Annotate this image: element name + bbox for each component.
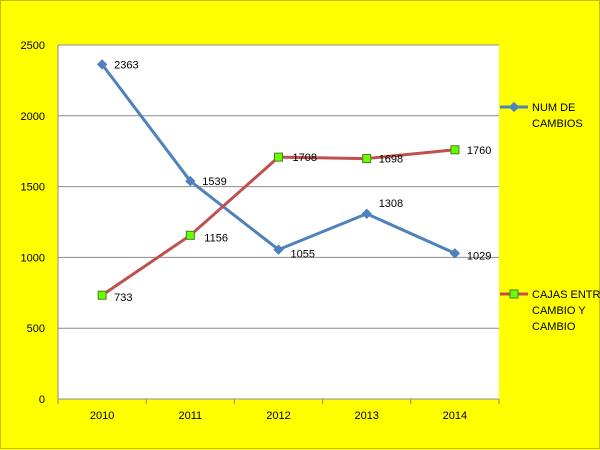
y-tick-label: 1000	[21, 252, 45, 264]
y-tick-label: 2500	[21, 40, 45, 52]
legend-label: CAMBIOS	[532, 118, 583, 130]
y-tick-label: 500	[27, 323, 45, 335]
data-point-marker	[273, 244, 284, 255]
legend-marker	[508, 101, 520, 113]
data-label: 1055	[291, 249, 315, 261]
data-label: 1539	[202, 176, 226, 188]
legend-label: CAJAS ENTRE	[532, 289, 600, 301]
data-label: 733	[114, 292, 132, 304]
legend-label: NUM DE	[532, 102, 575, 114]
plot-area	[58, 45, 499, 399]
legend-label: CAMBIO Y	[532, 305, 586, 317]
x-tick-label: 2014	[443, 410, 467, 422]
x-axis: 2010 2011 2012 2013 2014	[57, 45, 500, 422]
data-point-marker	[361, 208, 372, 219]
data-point-marker	[96, 59, 108, 70]
data-label: 2363	[114, 59, 138, 71]
x-tick-label: 2011	[178, 410, 202, 422]
data-point-marker	[185, 175, 196, 187]
data-label: 1698	[379, 154, 403, 166]
y-tick-label: 2000	[21, 111, 45, 123]
data-point-marker	[450, 145, 460, 155]
data-point-marker	[274, 152, 283, 162]
y-tick-label: 0	[39, 394, 45, 406]
gridlines	[58, 44, 499, 329]
legend: NUM DE CAMBIOS CAJAS ENTRE CAMBIO Y CAMBIO	[500, 101, 600, 333]
data-point-marker	[97, 290, 107, 300]
legend-marker	[509, 289, 519, 299]
x-tick-label: 2013	[354, 410, 378, 422]
series-layer: 2363 1539 1055 1308 1029 733 1156 1708 1698 1760	[96, 59, 491, 304]
data-point-marker	[362, 154, 372, 164]
data-label: 1029	[467, 250, 491, 262]
y-tick-label: 1500	[21, 182, 45, 194]
x-tick-label: 2012	[266, 410, 290, 422]
legend-label: CAMBIO	[532, 321, 576, 333]
data-label: 1308	[379, 198, 403, 210]
y-axis-ticks: 0 500 1000 1500 2000 2500	[21, 40, 45, 406]
data-point-marker	[449, 248, 461, 259]
data-point-marker	[185, 230, 195, 240]
data-label: 1708	[293, 152, 317, 164]
data-label: 1760	[467, 145, 491, 157]
data-label: 1156	[204, 232, 228, 244]
x-tick-label: 2010	[90, 410, 114, 422]
